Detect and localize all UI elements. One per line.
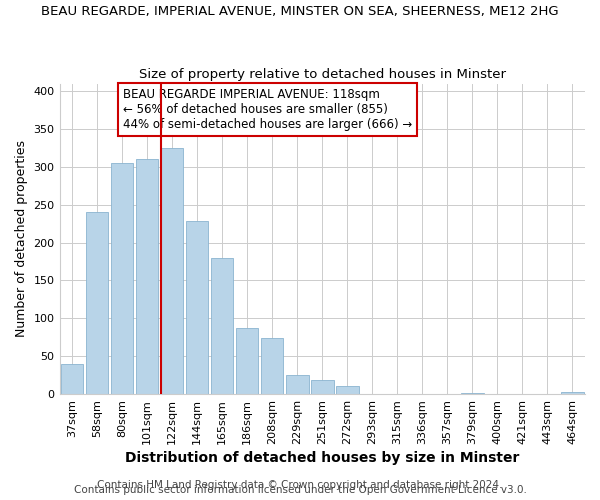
Y-axis label: Number of detached properties: Number of detached properties xyxy=(15,140,28,338)
Bar xyxy=(336,386,359,394)
Bar xyxy=(561,392,584,394)
Bar xyxy=(136,160,158,394)
Bar xyxy=(286,375,308,394)
Text: BEAU REGARDE IMPERIAL AVENUE: 118sqm
← 56% of detached houses are smaller (855)
: BEAU REGARDE IMPERIAL AVENUE: 118sqm ← 5… xyxy=(122,88,412,131)
Bar xyxy=(461,392,484,394)
Title: Size of property relative to detached houses in Minster: Size of property relative to detached ho… xyxy=(139,68,506,81)
Bar xyxy=(61,364,83,394)
Text: Contains HM Land Registry data © Crown copyright and database right 2024.: Contains HM Land Registry data © Crown c… xyxy=(97,480,503,490)
Text: Contains public sector information licensed under the Open Government Licence v3: Contains public sector information licen… xyxy=(74,485,526,495)
Bar xyxy=(261,338,283,394)
Text: BEAU REGARDE, IMPERIAL AVENUE, MINSTER ON SEA, SHEERNESS, ME12 2HG: BEAU REGARDE, IMPERIAL AVENUE, MINSTER O… xyxy=(41,5,559,18)
Bar xyxy=(111,163,133,394)
Bar xyxy=(161,148,184,394)
Bar xyxy=(311,380,334,394)
Bar xyxy=(236,328,259,394)
Bar xyxy=(211,258,233,394)
Bar xyxy=(86,212,109,394)
Bar xyxy=(186,222,208,394)
X-axis label: Distribution of detached houses by size in Minster: Distribution of detached houses by size … xyxy=(125,451,520,465)
